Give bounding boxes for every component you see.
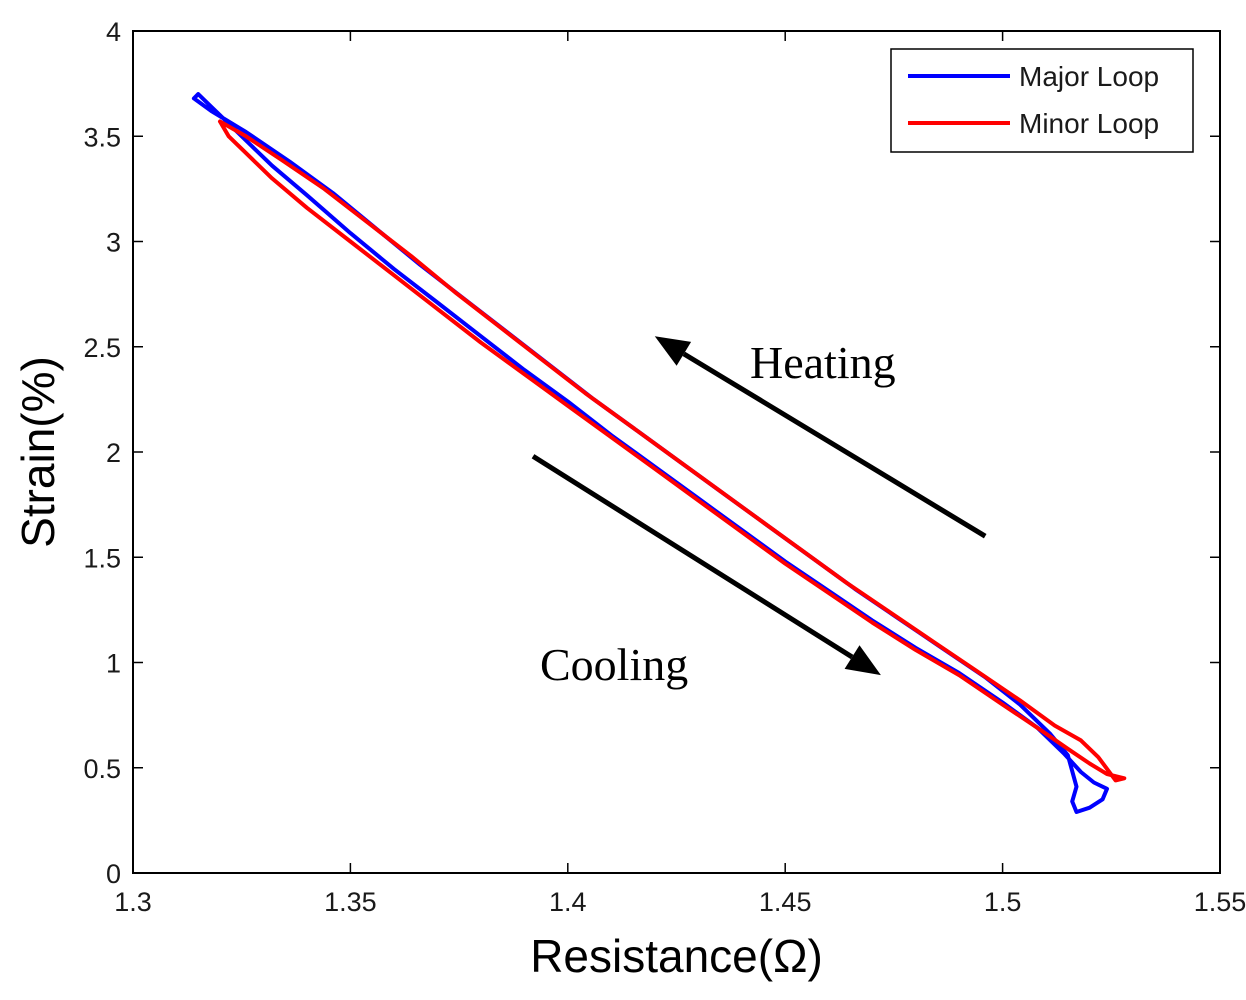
x-axis-title: Resistance(Ω)	[530, 930, 823, 982]
annotation-arrow-shaft	[682, 351, 987, 539]
x-tick-label: 1.4	[549, 887, 587, 917]
x-tick-label: 1.45	[759, 887, 812, 917]
y-tick-label: 3.5	[83, 122, 121, 152]
annotation-label-heating: Heating	[750, 337, 896, 388]
plot-area: 1.3 1.35 1.4 1.45 1.5 1.55 0 0.5 1 1.5 2 2.5 3 3.5 4	[83, 17, 1246, 917]
legend-box	[890, 48, 1194, 153]
x-tick-label: 1.55	[1194, 887, 1246, 917]
series-line-minor-loop	[218, 119, 1127, 783]
y-tick-label: 2	[106, 438, 121, 468]
annotation-arrow-head	[654, 336, 692, 366]
y-tick-label: 3	[106, 228, 121, 258]
annotation-arrow-shaft	[531, 454, 854, 660]
legend-label: Major Loop	[1019, 61, 1159, 92]
y-axis-title: Strain(%)	[12, 356, 64, 548]
y-tick-label: 1.5	[83, 543, 121, 573]
legend: Major Loop Minor Loop	[890, 48, 1194, 153]
axes-frame	[132, 30, 1221, 874]
annotation-label-cooling: Cooling	[540, 639, 688, 690]
y-tick-label: 2.5	[83, 333, 121, 363]
x-tick-label: 1.35	[324, 887, 377, 917]
legend-label: Minor Loop	[1019, 108, 1159, 139]
y-tick-label: 0	[106, 859, 121, 889]
y-tick-label: 1	[106, 649, 121, 679]
y-tick-label: 0.5	[83, 754, 121, 784]
annotation-arrow-head	[844, 645, 881, 676]
annotation-layer: Heating Cooling	[531, 336, 987, 690]
y-tick-label: 4	[106, 17, 121, 47]
x-tick-label: 1.3	[114, 887, 152, 917]
x-tick-label: 1.5	[984, 887, 1022, 917]
series-layer	[191, 92, 1127, 814]
